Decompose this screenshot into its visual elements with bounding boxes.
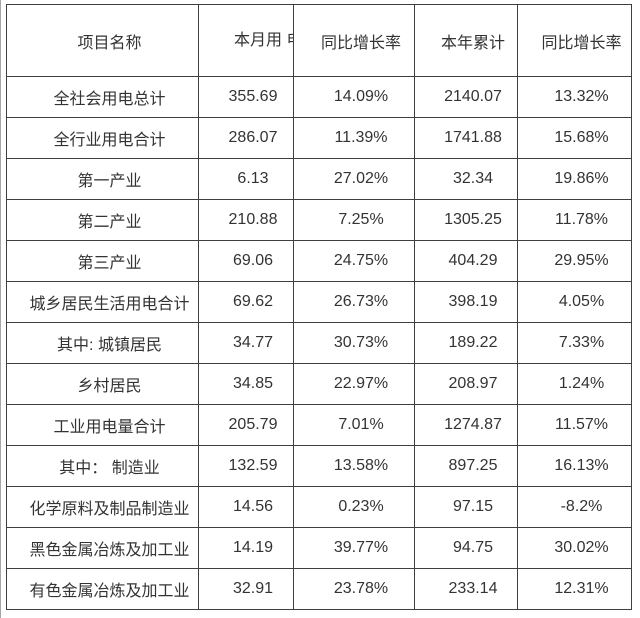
cell-ytd-yoy-growth: 16.13% xyxy=(517,445,632,487)
cell-ytd-total: 97.15 xyxy=(414,486,518,528)
cell-monthly-yoy-growth: 13.58% xyxy=(293,445,415,487)
cell-monthly-yoy-growth: 7.01% xyxy=(293,404,415,446)
table-row: 全社会用电总计 355.69 14.09% 2140.07 13.32% xyxy=(6,76,632,118)
cell-monthly-usage: 132.59 xyxy=(198,445,294,487)
cell-monthly-yoy-growth: 7.25% xyxy=(293,199,415,241)
cell-ytd-total: 1274.87 xyxy=(414,404,518,446)
cell-monthly-usage: 14.19 xyxy=(198,527,294,569)
cell-ytd-yoy-growth: 30.02% xyxy=(517,527,632,569)
cell-project-name: 化学原料及制品制造业 xyxy=(6,486,199,528)
header-row: 项目名称 本月用 电 同比增长率 本年累计 同比增长率 xyxy=(6,4,632,77)
cell-monthly-usage: 34.85 xyxy=(198,363,294,405)
table-row: 化学原料及制品制造业 14.56 0.23% 97.15 -8.2% xyxy=(6,486,632,528)
cell-monthly-yoy-growth: 23.78% xyxy=(293,568,415,610)
cell-ytd-yoy-growth: 12.31% xyxy=(517,568,632,610)
cell-ytd-yoy-growth: 11.78% xyxy=(517,199,632,241)
cell-ytd-total: 94.75 xyxy=(414,527,518,569)
table-row: 第一产业 6.13 27.02% 32.34 19.86% xyxy=(6,158,632,200)
cell-monthly-usage: 69.62 xyxy=(198,281,294,323)
table-row: 有色金属冶炼及加工业 32.91 23.78% 233.14 12.31% xyxy=(6,568,632,610)
table-body: 全社会用电总计 355.69 14.09% 2140.07 13.32% 全行业… xyxy=(6,76,632,610)
cell-project-name: 有色金属冶炼及加工业 xyxy=(6,568,199,610)
cell-monthly-usage: 6.13 xyxy=(198,158,294,200)
cell-project-name: 全社会用电总计 xyxy=(6,76,199,118)
cell-project-name: 第二产业 xyxy=(6,199,199,241)
cell-monthly-yoy-growth: 22.97% xyxy=(293,363,415,405)
table-row: 第二产业 210.88 7.25% 1305.25 11.78% xyxy=(6,199,632,241)
table-header: 项目名称 本月用 电 同比增长率 本年累计 同比增长率 xyxy=(6,4,632,77)
cell-ytd-yoy-growth: 15.68% xyxy=(517,117,632,159)
electricity-usage-table: 项目名称 本月用 电 同比增长率 本年累计 同比增长率 全社会用电总计 355.… xyxy=(6,4,632,610)
cell-monthly-yoy-growth: 27.02% xyxy=(293,158,415,200)
cell-project-name: 其中: 城镇居民 xyxy=(6,322,199,364)
table-row: 全行业用电合计 286.07 11.39% 1741.88 15.68% xyxy=(6,117,632,159)
cell-ytd-yoy-growth: 13.32% xyxy=(517,76,632,118)
cell-ytd-yoy-growth: 1.24% xyxy=(517,363,632,405)
page-edge-line xyxy=(0,0,1,618)
cell-ytd-total: 208.97 xyxy=(414,363,518,405)
cell-ytd-total: 32.34 xyxy=(414,158,518,200)
cell-project-name: 第一产业 xyxy=(6,158,199,200)
cell-monthly-yoy-growth: 14.09% xyxy=(293,76,415,118)
cell-monthly-yoy-growth: 39.77% xyxy=(293,527,415,569)
column-header-ytd-total: 本年累计 xyxy=(414,4,518,77)
cell-project-name: 乡村居民 xyxy=(6,363,199,405)
cell-ytd-yoy-growth: 29.95% xyxy=(517,240,632,282)
column-header-project-name: 项目名称 xyxy=(6,4,199,77)
cell-monthly-usage: 210.88 xyxy=(198,199,294,241)
cell-ytd-yoy-growth: -8.2% xyxy=(517,486,632,528)
cell-ytd-total: 233.14 xyxy=(414,568,518,610)
cell-monthly-usage: 69.06 xyxy=(198,240,294,282)
table-row: 工业用电量合计 205.79 7.01% 1274.87 11.57% xyxy=(6,404,632,446)
cell-project-name: 第三产业 xyxy=(6,240,199,282)
cell-monthly-usage: 205.79 xyxy=(198,404,294,446)
table-row: 其中: 城镇居民 34.77 30.73% 189.22 7.33% xyxy=(6,322,632,364)
cell-ytd-yoy-growth: 4.05% xyxy=(517,281,632,323)
cell-monthly-yoy-growth: 30.73% xyxy=(293,322,415,364)
cell-monthly-yoy-growth: 0.23% xyxy=(293,486,415,528)
cell-project-name: 黑色金属冶炼及加工业 xyxy=(6,527,199,569)
cell-ytd-total: 189.22 xyxy=(414,322,518,364)
table-row: 城乡居民生活用电合计 69.62 26.73% 398.19 4.05% xyxy=(6,281,632,323)
cell-ytd-yoy-growth: 7.33% xyxy=(517,322,632,364)
cell-monthly-yoy-growth: 11.39% xyxy=(293,117,415,159)
cell-monthly-usage: 355.69 xyxy=(198,76,294,118)
cell-project-name: 全行业用电合计 xyxy=(6,117,199,159)
cell-ytd-total: 1305.25 xyxy=(414,199,518,241)
table-row: 黑色金属冶炼及加工业 14.19 39.77% 94.75 30.02% xyxy=(6,527,632,569)
cell-ytd-yoy-growth: 11.57% xyxy=(517,404,632,446)
cell-ytd-yoy-growth: 19.86% xyxy=(517,158,632,200)
cell-ytd-total: 1741.88 xyxy=(414,117,518,159)
cell-monthly-usage: 14.56 xyxy=(198,486,294,528)
cell-monthly-usage: 32.91 xyxy=(198,568,294,610)
cell-monthly-usage: 34.77 xyxy=(198,322,294,364)
cell-ytd-total: 398.19 xyxy=(414,281,518,323)
cell-ytd-total: 897.25 xyxy=(414,445,518,487)
cell-monthly-usage: 286.07 xyxy=(198,117,294,159)
column-header-ytd-yoy-growth: 同比增长率 xyxy=(517,4,632,77)
cell-ytd-total: 2140.07 xyxy=(414,76,518,118)
cell-ytd-total: 404.29 xyxy=(414,240,518,282)
table-row: 第三产业 69.06 24.75% 404.29 29.95% xyxy=(6,240,632,282)
cell-project-name: 其中： 制造业 xyxy=(6,445,199,487)
table-row: 其中： 制造业 132.59 13.58% 897.25 16.13% xyxy=(6,445,632,487)
cell-monthly-yoy-growth: 24.75% xyxy=(293,240,415,282)
column-header-monthly-usage: 本月用 电 xyxy=(198,4,294,77)
cell-project-name: 工业用电量合计 xyxy=(6,404,199,446)
cell-project-name: 城乡居民生活用电合计 xyxy=(6,281,199,323)
cell-monthly-yoy-growth: 26.73% xyxy=(293,281,415,323)
column-header-monthly-yoy-growth: 同比增长率 xyxy=(293,4,415,77)
table-row: 乡村居民 34.85 22.97% 208.97 1.24% xyxy=(6,363,632,405)
